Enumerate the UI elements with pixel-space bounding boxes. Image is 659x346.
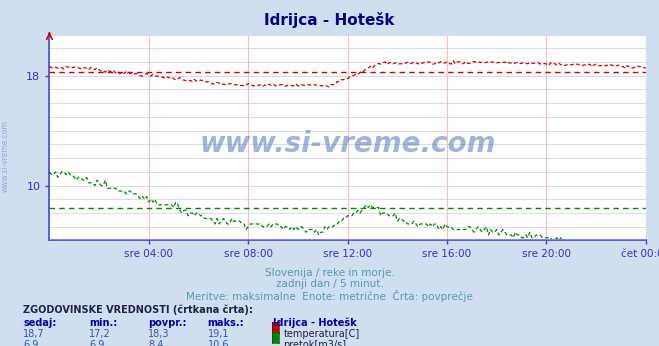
Text: 18,3: 18,3 — [148, 329, 170, 339]
Text: temperatura[C]: temperatura[C] — [283, 329, 360, 339]
Text: povpr.:: povpr.: — [148, 318, 186, 328]
Text: www.si-vreme.com: www.si-vreme.com — [1, 120, 10, 192]
Text: Idrijca - Hotešk: Idrijca - Hotešk — [273, 318, 357, 328]
Text: 18,7: 18,7 — [23, 329, 45, 339]
Text: 6,9: 6,9 — [89, 340, 104, 346]
Text: www.si-vreme.com: www.si-vreme.com — [200, 130, 496, 158]
Text: 6,9: 6,9 — [23, 340, 38, 346]
Text: 10,6: 10,6 — [208, 340, 229, 346]
Text: pretok[m3/s]: pretok[m3/s] — [283, 340, 347, 346]
Text: zadnji dan / 5 minut.: zadnji dan / 5 minut. — [275, 279, 384, 289]
Text: 19,1: 19,1 — [208, 329, 229, 339]
Text: maks.:: maks.: — [208, 318, 244, 328]
Text: ZGODOVINSKE VREDNOSTI (črtkana črta):: ZGODOVINSKE VREDNOSTI (črtkana črta): — [23, 304, 253, 315]
Text: Meritve: maksimalne  Enote: metrične  Črta: povprečje: Meritve: maksimalne Enote: metrične Črta… — [186, 290, 473, 302]
Text: Slovenija / reke in morje.: Slovenija / reke in morje. — [264, 268, 395, 278]
Text: Idrijca - Hotešk: Idrijca - Hotešk — [264, 12, 395, 28]
Text: 17,2: 17,2 — [89, 329, 111, 339]
Text: sedaj:: sedaj: — [23, 318, 57, 328]
Text: min.:: min.: — [89, 318, 117, 328]
Text: 8,4: 8,4 — [148, 340, 163, 346]
